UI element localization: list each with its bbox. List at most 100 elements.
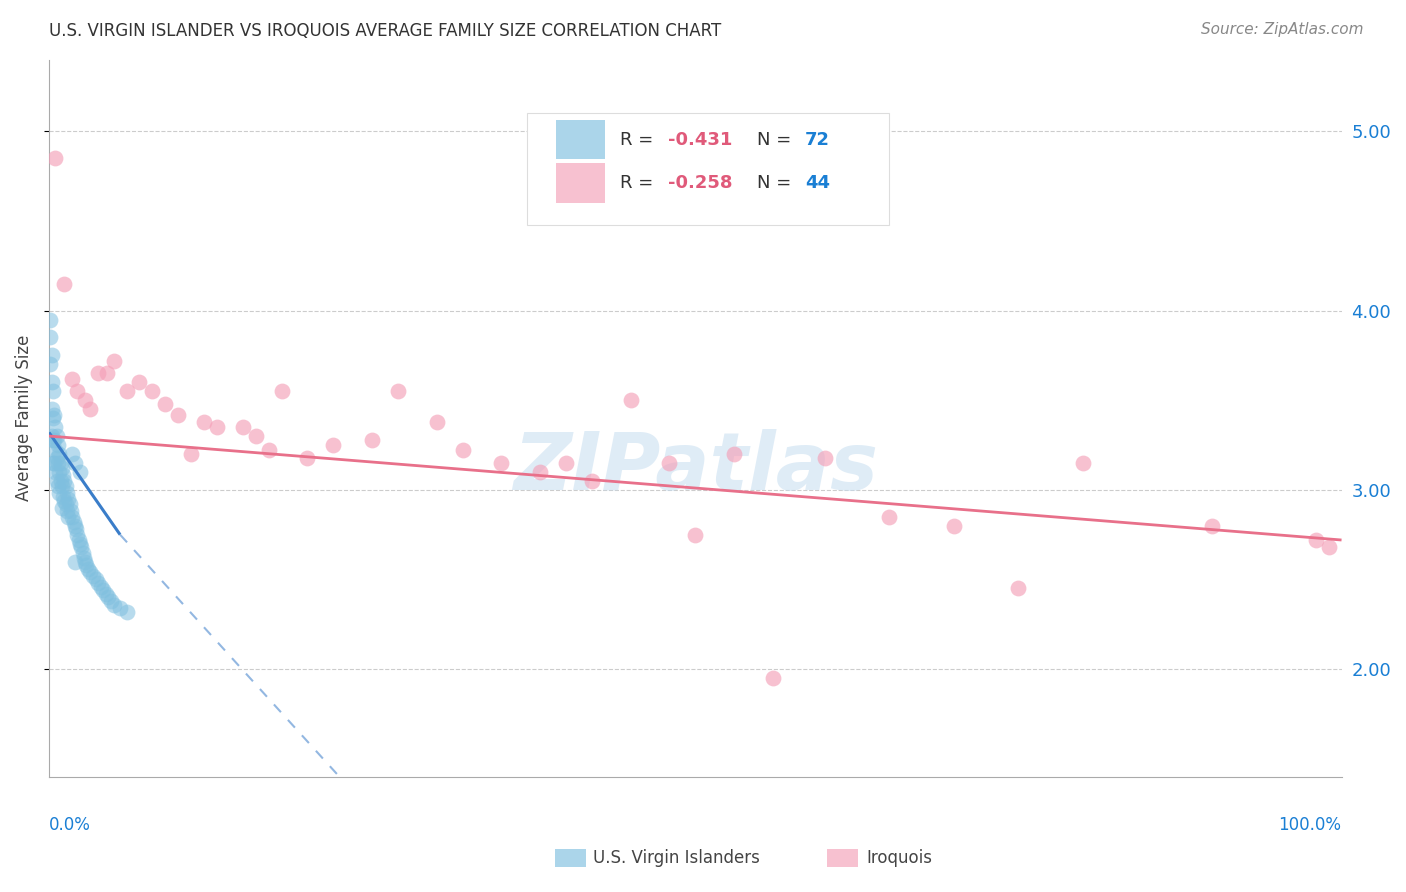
- Text: U.S. Virgin Islanders: U.S. Virgin Islanders: [593, 849, 761, 867]
- Point: [41, 376, 63, 390]
- Point: [813, 450, 835, 465]
- Point: [55, 479, 77, 493]
- Point: [70, 540, 93, 554]
- Point: [67, 533, 90, 547]
- Point: [658, 456, 681, 470]
- Text: N =: N =: [758, 130, 797, 149]
- Text: ZIPatlas: ZIPatlas: [513, 429, 877, 508]
- Point: [555, 456, 578, 470]
- Point: [53, 493, 76, 508]
- Text: U.S. VIRGIN ISLANDER VS IROQUOIS AVERAGE FAMILY SIZE CORRELATION CHART: U.S. VIRGIN ISLANDER VS IROQUOIS AVERAGE…: [49, 22, 721, 40]
- Point: [63, 555, 86, 569]
- Point: [155, 397, 177, 411]
- Point: [141, 384, 163, 399]
- Point: [49, 474, 72, 488]
- Point: [60, 372, 83, 386]
- FancyBboxPatch shape: [555, 120, 605, 160]
- Point: [63, 518, 86, 533]
- Point: [115, 384, 138, 399]
- FancyBboxPatch shape: [555, 163, 605, 202]
- Point: [48, 447, 70, 461]
- Point: [58, 509, 80, 524]
- Point: [41, 402, 63, 417]
- Point: [52, 468, 75, 483]
- Point: [877, 509, 900, 524]
- Text: 44: 44: [806, 174, 830, 192]
- Point: [205, 420, 228, 434]
- Point: [91, 583, 114, 598]
- Text: -0.431: -0.431: [668, 130, 733, 149]
- Point: [66, 384, 89, 399]
- Point: [59, 497, 82, 511]
- Point: [46, 438, 69, 452]
- Point: [66, 527, 89, 541]
- Point: [322, 438, 344, 452]
- Point: [76, 562, 98, 576]
- Point: [387, 384, 409, 399]
- Point: [128, 376, 150, 390]
- Point: [115, 605, 138, 619]
- Point: [53, 474, 76, 488]
- Text: Iroquois: Iroquois: [866, 849, 932, 867]
- Point: [245, 429, 267, 443]
- Point: [45, 474, 67, 488]
- Point: [193, 415, 215, 429]
- Point: [44, 443, 66, 458]
- Point: [451, 443, 474, 458]
- Point: [51, 500, 73, 515]
- Point: [1201, 518, 1223, 533]
- Point: [723, 447, 745, 461]
- Point: [75, 393, 97, 408]
- Point: [46, 479, 69, 493]
- Point: [529, 465, 551, 479]
- Point: [79, 566, 101, 580]
- Text: N =: N =: [758, 174, 797, 192]
- Point: [44, 151, 66, 165]
- Point: [39, 312, 62, 326]
- Point: [87, 366, 110, 380]
- Text: R =: R =: [620, 130, 659, 149]
- Point: [683, 527, 706, 541]
- Text: 72: 72: [806, 130, 830, 149]
- Point: [52, 490, 75, 504]
- Point: [62, 515, 84, 529]
- Point: [1305, 533, 1327, 547]
- Point: [94, 587, 117, 601]
- Point: [53, 277, 76, 291]
- Point: [45, 450, 67, 465]
- Point: [491, 456, 513, 470]
- Point: [56, 504, 79, 518]
- Point: [942, 518, 965, 533]
- Point: [60, 509, 83, 524]
- Point: [96, 366, 118, 380]
- Point: [232, 420, 254, 434]
- Point: [73, 550, 96, 565]
- Point: [103, 598, 125, 612]
- Point: [426, 415, 449, 429]
- Point: [42, 384, 65, 399]
- Point: [58, 491, 80, 506]
- Point: [63, 456, 86, 470]
- Point: [84, 573, 107, 587]
- Point: [69, 465, 91, 479]
- Point: [45, 429, 67, 443]
- Point: [39, 357, 62, 371]
- Point: [87, 576, 110, 591]
- Point: [41, 429, 63, 443]
- Point: [51, 479, 73, 493]
- Point: [97, 591, 120, 605]
- Point: [44, 408, 66, 422]
- Point: [69, 536, 91, 550]
- Point: [44, 465, 66, 479]
- Point: [51, 461, 73, 475]
- Point: [361, 433, 384, 447]
- Point: [59, 504, 82, 518]
- Point: [39, 330, 62, 344]
- Text: 0.0%: 0.0%: [49, 816, 91, 834]
- Point: [1317, 540, 1340, 554]
- Point: [46, 456, 69, 470]
- Point: [257, 443, 280, 458]
- FancyBboxPatch shape: [527, 113, 889, 225]
- Point: [44, 433, 66, 447]
- Point: [44, 456, 66, 470]
